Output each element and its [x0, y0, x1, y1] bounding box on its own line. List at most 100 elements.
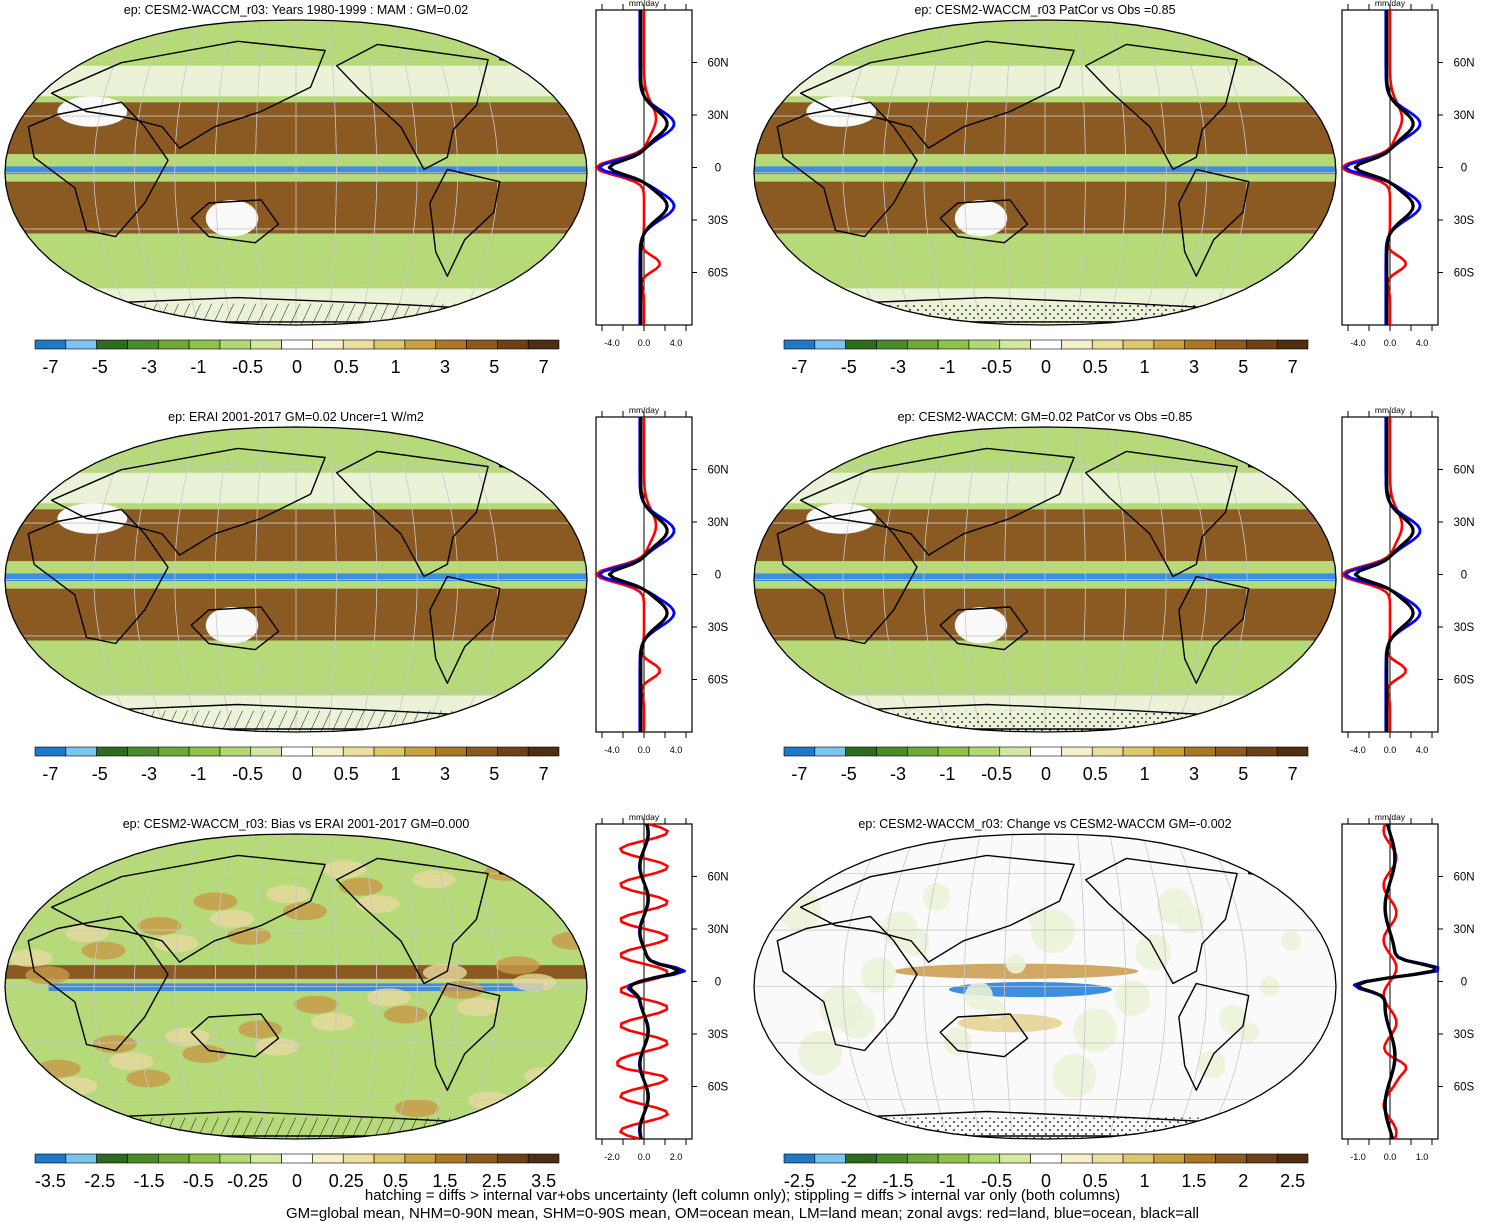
continent-north-america — [336, 43, 489, 171]
zonal-lat-label: 30S — [1454, 1029, 1475, 1041]
small-anomaly — [922, 882, 951, 911]
colorbar-swatch — [497, 339, 529, 350]
colorbar-swatch — [906, 339, 939, 350]
graticule-meridian — [1109, 20, 1127, 325]
colorbar-label: -1 — [939, 764, 955, 784]
colorbar-swatch — [1030, 339, 1062, 350]
colorbar-swatch — [65, 339, 97, 350]
colorbar-swatch — [527, 339, 560, 350]
colorbar-swatch — [219, 339, 252, 350]
sahara-dry-interior — [57, 96, 128, 127]
colorbar-label: -0.5 — [232, 764, 263, 784]
graticule-meridian — [1004, 834, 1014, 1139]
colorbar-swatch — [1215, 339, 1247, 350]
zonal-lat-label: 30N — [707, 924, 728, 936]
colorbar-label: 1 — [1140, 764, 1150, 784]
map-panel-middle-right: ep: CESM2-WACCM: GM=0.02 PatCor vs Obs =… — [753, 410, 1337, 733]
zonal-x-tick-label: -4.0 — [1350, 338, 1366, 348]
zonal-land-curve — [1340, 10, 1407, 325]
bias-patch — [467, 1091, 512, 1110]
graticule-meridian — [133, 834, 168, 1139]
colorbar-label: -0.5 — [232, 357, 263, 377]
zonal-lat-label: 0 — [1461, 977, 1467, 989]
colorbar-swatch — [937, 746, 970, 757]
colorbar-swatch — [1184, 746, 1216, 757]
colorbar-label: -1 — [939, 357, 955, 377]
colorbar-label: -0.5 — [981, 764, 1012, 784]
colorbar-swatch — [466, 1153, 498, 1164]
zonal-lat-label: 0 — [715, 977, 721, 989]
colorbar-label: 7 — [539, 357, 549, 377]
colorbar-label: 0.25 — [329, 1171, 364, 1191]
continent-eurasia — [799, 40, 1075, 149]
colorbar-swatch — [1184, 1153, 1216, 1164]
continent-africa — [27, 508, 169, 645]
panel-title: ep: ERAI 2001-2017 GM=0.02 Uncer=1 W/m2 — [168, 410, 424, 424]
small-anomaly — [1114, 979, 1151, 1016]
colorbar-swatch — [1276, 1153, 1309, 1164]
bias-patch — [355, 894, 400, 913]
graticule-meridian — [923, 834, 949, 1139]
colorbar-label: 0.5 — [334, 357, 359, 377]
zonal-x-tick-label: -2.0 — [604, 1152, 620, 1162]
colorbar-swatch — [968, 1153, 1001, 1164]
bias-patch — [254, 1037, 299, 1056]
zonal-lat-label: 30S — [708, 1029, 729, 1041]
colorbar-swatch — [783, 746, 816, 757]
graticule-meridian — [327, 427, 337, 732]
colorbar-swatch — [814, 339, 846, 350]
colorbar-label: -5 — [841, 764, 857, 784]
colorbar-swatch — [876, 1153, 908, 1164]
zonal-lat-label: 30N — [1453, 924, 1474, 936]
colorbar-swatch — [845, 1153, 877, 1164]
zonal-x-tick-label: 0.0 — [1384, 1152, 1397, 1162]
colorbar-swatch — [466, 746, 498, 757]
graticule-meridian — [1076, 834, 1086, 1139]
map-panel-middle-left: ep: ERAI 2001-2017 GM=0.02 Uncer=1 W/m2 — [4, 410, 588, 733]
colorbar-label: 1.5 — [1181, 1171, 1206, 1191]
zonal-x-tick-label: 0.0 — [1384, 338, 1397, 348]
zonal-x-tick-label: 0.0 — [638, 1152, 651, 1162]
colorbar-label: -2.5 — [84, 1171, 115, 1191]
zonal-lat-label: 0 — [715, 570, 721, 582]
colorbar-swatch — [497, 746, 529, 757]
zonal-lat-label: 0 — [715, 163, 721, 175]
colorbar-swatch — [34, 1153, 67, 1164]
spcz-anomaly — [957, 1013, 1063, 1033]
sahara-dry-interior — [806, 96, 877, 127]
zonal-lat-label: 30N — [707, 517, 728, 529]
bias-patch — [366, 988, 411, 1007]
graticule-meridian — [1206, 20, 1248, 325]
graticule-meridian — [1076, 20, 1086, 325]
colorbar-label: -3 — [890, 357, 906, 377]
colorbar-swatch — [814, 1153, 846, 1164]
bias-patch — [154, 934, 199, 953]
colorbar-swatch — [157, 1153, 190, 1164]
zonal-all-curve — [1353, 417, 1415, 732]
colorbar-swatch — [34, 339, 67, 350]
graticule-meridian — [174, 834, 200, 1139]
sahara-dry-interior — [57, 503, 128, 534]
colorbar-label: 1 — [391, 357, 401, 377]
colorbar-label: -0.5 — [183, 1171, 214, 1191]
colorbar-bottom-right: -2.5 -2 -1.5 -1 -0.5 0 0.5 1 1.5 2 2.5 — [783, 1153, 1309, 1191]
continent-australia — [190, 606, 280, 651]
colorbar-swatch — [1276, 746, 1309, 757]
small-anomaly — [1281, 930, 1302, 951]
zonal-x-tick-label: 4.0 — [1416, 338, 1429, 348]
colorbar-swatch — [1122, 746, 1155, 757]
colorbar-label: -0.25 — [227, 1171, 268, 1191]
colorbar-swatch — [65, 1153, 97, 1164]
continent-north-america — [1085, 450, 1238, 578]
zonal-lat-label: 60S — [708, 675, 729, 687]
continent-north-america — [336, 450, 489, 578]
colorbar-label: 5 — [1238, 764, 1248, 784]
graticule-meridian — [360, 834, 378, 1139]
small-anomaly — [776, 886, 821, 931]
continent-australia — [939, 199, 1029, 244]
graticule-meridian — [1004, 427, 1014, 732]
continent-eurasia — [799, 447, 1075, 556]
colorbar-middle-right: -7 -5 -3 -1 -0.5 0 0.5 1 3 5 7 — [783, 746, 1309, 784]
panel-title: ep: CESM2-WACCM_r03: Bias vs ERAI 2001-2… — [123, 817, 470, 831]
graticule-meridian — [255, 20, 265, 325]
